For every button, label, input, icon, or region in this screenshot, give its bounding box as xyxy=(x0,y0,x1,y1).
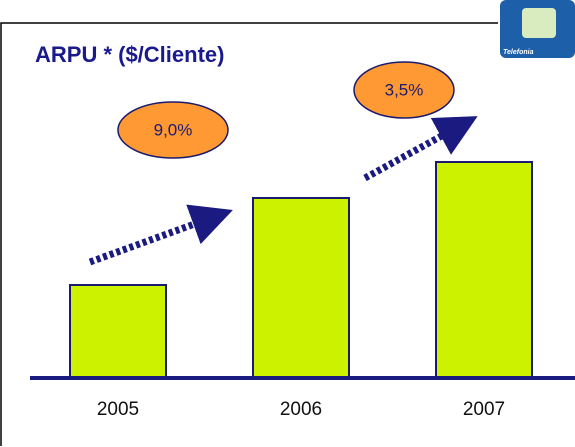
x-tick-label: 2007 xyxy=(463,399,505,420)
chart-title: ARPU * ($/Cliente) xyxy=(35,42,224,67)
x-tick-label: 2005 xyxy=(97,399,139,420)
growth-label: 9,0% xyxy=(154,120,193,139)
growth-label: 3,5% xyxy=(385,80,424,99)
bar xyxy=(435,161,533,379)
growth-arrow xyxy=(363,116,478,182)
bar xyxy=(252,197,350,379)
growth-bubble xyxy=(117,101,229,159)
frame xyxy=(0,22,498,446)
bar xyxy=(69,284,167,379)
growth-bubble xyxy=(353,61,455,119)
logo-text: Telefonia xyxy=(503,49,534,56)
logo-icon xyxy=(522,8,556,38)
x-tick-label: 2006 xyxy=(280,399,322,420)
growth-arrow xyxy=(88,204,233,266)
